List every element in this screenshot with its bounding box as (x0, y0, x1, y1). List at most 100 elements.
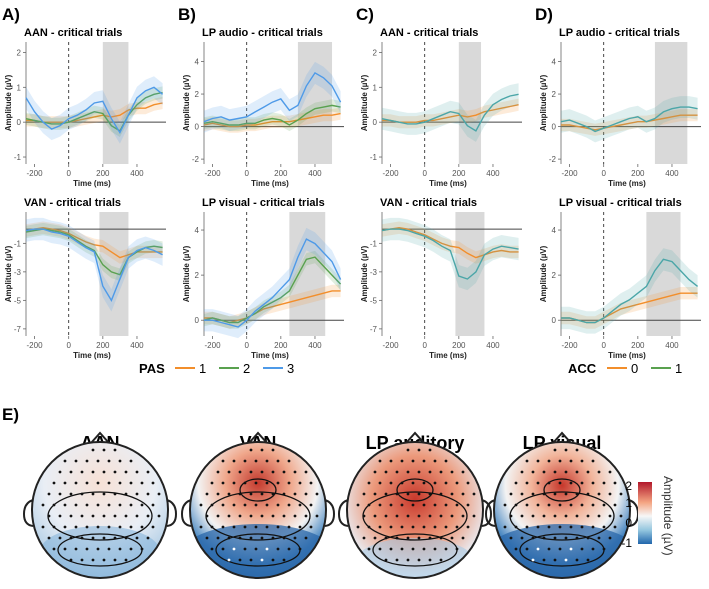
head-outline (493, 441, 631, 579)
electrode (96, 547, 100, 551)
electrode (406, 448, 410, 452)
series-line-1 (560, 106, 698, 133)
electrode (362, 536, 366, 540)
series-line-1 (203, 112, 341, 128)
electrode (373, 514, 377, 518)
electrode (586, 492, 590, 496)
x-axis-label: Time (ms) (73, 351, 111, 360)
electrode (260, 558, 264, 562)
electrode (249, 536, 253, 540)
x-tick-label: 0 (244, 169, 249, 178)
electrode (304, 492, 308, 496)
legend-pas: PAS 1 2 3 (139, 361, 294, 376)
y-tick-label: -1 (14, 239, 22, 248)
electrode (586, 470, 590, 474)
chart-lp-audio-top-b: LP audio - critical trials -2 0 2 4 -200 0 200 4… (182, 27, 344, 188)
electrode (384, 492, 388, 496)
y-tick-label: 0 (373, 118, 378, 127)
electrode (411, 525, 415, 529)
electrode (91, 470, 95, 474)
electrode (293, 536, 297, 540)
shaded-window (289, 212, 326, 336)
electrode (113, 492, 117, 496)
electrode (597, 492, 601, 496)
electrode (216, 536, 220, 540)
electrode (373, 536, 377, 540)
electrode (400, 481, 404, 485)
electrode (406, 470, 410, 474)
nose (405, 431, 425, 444)
x-tick-label: 200 (631, 169, 645, 178)
series-line-1 (25, 226, 163, 259)
series-line-2 (203, 104, 341, 126)
electrode (85, 547, 89, 551)
electrode (433, 459, 437, 463)
electrode (271, 558, 275, 562)
electrode (395, 536, 399, 540)
electrode (276, 547, 280, 551)
electrode (564, 448, 568, 452)
electrode (80, 558, 84, 562)
y-tick-label: -2 (549, 155, 557, 164)
electrode (254, 503, 258, 507)
electrode (619, 514, 623, 518)
electrode (553, 558, 557, 562)
electrode (362, 514, 366, 518)
left-ear (180, 499, 192, 527)
electrode (514, 547, 518, 551)
y-axis-label: Amplitude (µV) (539, 245, 548, 302)
electrode (400, 525, 404, 529)
electrode (243, 503, 247, 507)
electrode (417, 514, 421, 518)
chart-title: VAN - critical trials (380, 197, 477, 209)
left-ear (484, 499, 496, 527)
electrode (80, 536, 84, 540)
electrode (384, 558, 388, 562)
electrode (433, 481, 437, 485)
electrode (531, 558, 535, 562)
electrode (47, 536, 51, 540)
electrode (227, 492, 231, 496)
legend-acc: ACC 0 1 (568, 361, 682, 376)
electrode (586, 536, 590, 540)
electrode (466, 503, 470, 507)
y-tick-label: -7 (370, 325, 378, 334)
electrode (210, 481, 214, 485)
panel-letter-a: A) (2, 5, 20, 24)
electrode (569, 459, 573, 463)
shaded-window (458, 42, 482, 164)
electrode (249, 448, 253, 452)
electrode (503, 503, 507, 507)
electrode (608, 514, 612, 518)
electrode (362, 492, 366, 496)
y-tick-label: 0 (195, 316, 200, 325)
electrode (586, 558, 590, 562)
series-line-0 (381, 226, 519, 259)
electrode (455, 525, 459, 529)
electrode (503, 525, 507, 529)
electrode (260, 536, 264, 540)
series-line-3 (25, 228, 163, 302)
electrode (428, 492, 432, 496)
electrode (227, 514, 231, 518)
electrode (96, 525, 100, 529)
series-line-1 (561, 258, 699, 324)
electrode (107, 459, 111, 463)
legend-pas-title: PAS (139, 361, 165, 376)
electrode (591, 525, 595, 529)
y-tick-label: 1 (17, 83, 22, 92)
electrode (406, 492, 410, 496)
electrode (461, 492, 465, 496)
electrode (602, 547, 606, 551)
left-ear (337, 499, 349, 527)
electrode (243, 547, 247, 551)
electrode (450, 536, 454, 540)
electrode (400, 459, 404, 463)
colorbar-label: Amplitude (µV) (661, 476, 675, 556)
electrode (378, 481, 382, 485)
electrode (472, 492, 476, 496)
y-tick-label: 2 (552, 90, 557, 99)
y-tick-label: 4 (195, 226, 200, 235)
